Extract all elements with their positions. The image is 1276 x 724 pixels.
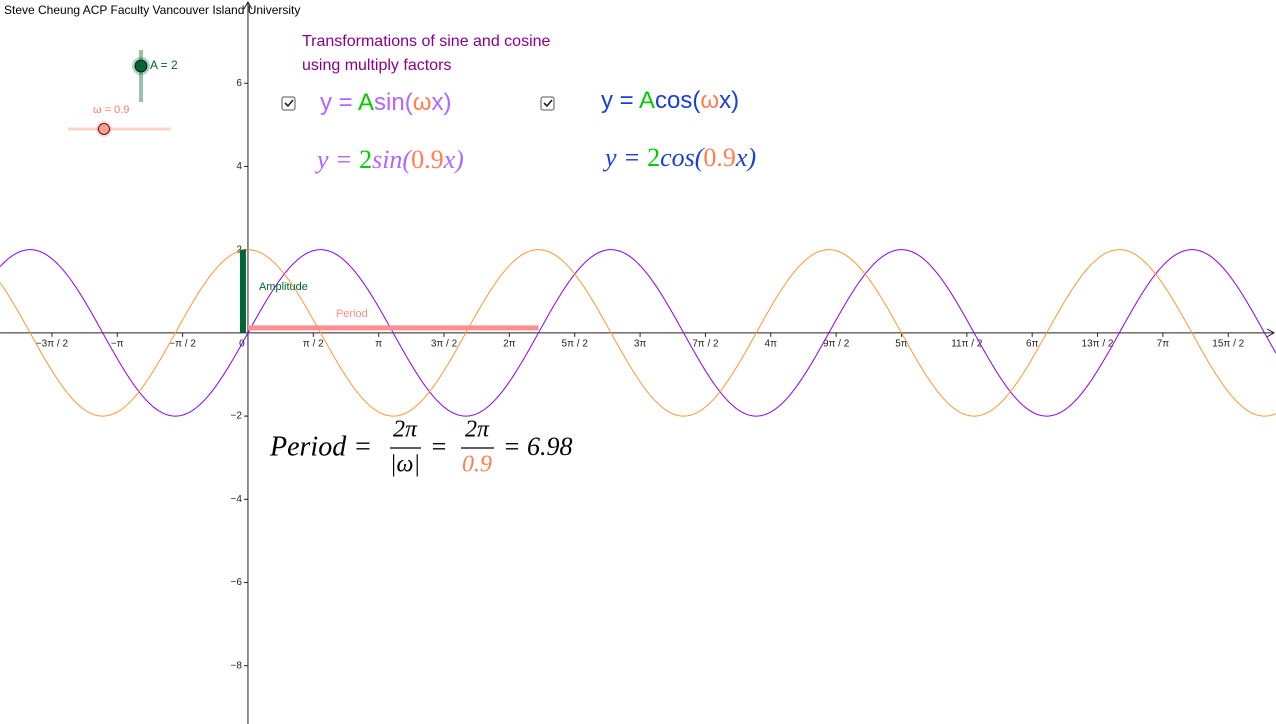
y-tick-label: −8: [231, 660, 243, 671]
x-tick-label: −3π / 2: [36, 339, 69, 350]
y-tick-label: −2: [231, 411, 243, 422]
y-axis-arrow: [243, 0, 253, 10]
x-tick-label: π / 2: [303, 339, 324, 350]
heading-line: using multiply factors: [302, 57, 451, 74]
formula: y = Acos(ωx): [601, 87, 739, 114]
slider-handle[interactable]: [98, 123, 110, 135]
formula-part: sin(: [374, 89, 413, 116]
x-tick-label: 5π: [895, 339, 908, 350]
period-eq: =: [430, 432, 448, 461]
credit: Steve Cheung ACP Faculty Vancouver Islan…: [4, 3, 300, 17]
formula-part: cos(: [655, 87, 700, 114]
x-tick-label: 15π / 2: [1212, 339, 1244, 350]
x-tick-label: π: [375, 339, 382, 350]
formula-part: y =: [602, 143, 647, 172]
slider-label: A = 2: [150, 58, 178, 72]
heading-line: Transformations of sine and cosine: [302, 33, 551, 50]
formula: y = Asin(ωx): [320, 89, 451, 116]
formula-part: 0.9: [703, 143, 736, 172]
y-tick-label: −6: [231, 577, 243, 588]
slider-handle[interactable]: [134, 59, 148, 73]
formula-part: sin(: [372, 145, 412, 174]
slider-label: ω = 0.9: [93, 104, 129, 116]
period-result: = 6.98: [503, 432, 573, 461]
x-tick-label: 5π / 2: [562, 339, 589, 350]
formula-part: A: [358, 89, 374, 116]
x-tick-label: 3π / 2: [431, 339, 458, 350]
formula-part: y =: [314, 145, 359, 174]
period-lhs: Period =: [269, 431, 372, 462]
period-num: 2π: [393, 417, 418, 443]
formula-part: y =: [320, 89, 358, 116]
formula-part: x): [735, 143, 756, 172]
formula-part: 0.9: [411, 145, 444, 174]
formula-part: cos(: [660, 143, 705, 172]
period-num: 2π: [465, 417, 490, 443]
formula-part: 2: [647, 143, 660, 172]
x-tick-label: 4π: [765, 339, 778, 350]
sin-curve: [0, 249, 1276, 417]
cos-curve: [0, 249, 1276, 417]
y-tick-label: −4: [231, 494, 243, 505]
formula: y = 2cos(0.9x): [602, 143, 756, 172]
formula-part: ω: [413, 89, 432, 116]
formula-part: 2: [359, 145, 372, 174]
checkbox[interactable]: [540, 96, 555, 111]
checkbox[interactable]: [281, 96, 296, 111]
formula-part: A: [639, 87, 655, 114]
x-tick-label: 9π / 2: [823, 339, 850, 350]
x-tick-label: 2π: [503, 339, 516, 350]
formula-part: y =: [601, 87, 639, 114]
amplitude-label: Amplitude: [259, 281, 308, 293]
x-tick-label: 13π / 2: [1082, 339, 1114, 350]
x-tick-label: 6π: [1026, 339, 1039, 350]
formula-part: x): [719, 87, 739, 114]
x-tick-label: −π: [111, 339, 124, 350]
x-tick-label: 7π / 2: [692, 339, 719, 350]
formula-part: x): [431, 89, 451, 116]
y-tick-label: 2: [236, 244, 242, 255]
y-tick-label: 4: [236, 161, 242, 172]
formula-part: x): [443, 145, 464, 174]
formula: y = 2sin(0.9x): [314, 145, 464, 174]
x-tick-label: 3π: [634, 339, 647, 350]
period-den: |ω|: [390, 452, 420, 478]
x-tick-label: 7π: [1157, 339, 1170, 350]
x-tick-label: −π / 2: [169, 339, 196, 350]
period-den: 0.9: [462, 452, 492, 478]
x-axis-arrow: [1266, 328, 1276, 338]
x-tick-label: 11π / 2: [951, 339, 983, 350]
period-label: Period: [336, 308, 368, 320]
formula-part: ω: [700, 87, 719, 114]
y-tick-label: 6: [236, 78, 242, 89]
